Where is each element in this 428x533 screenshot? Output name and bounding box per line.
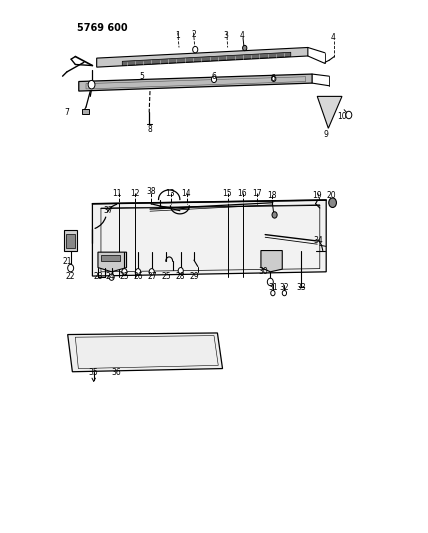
Text: 28: 28 xyxy=(176,272,185,280)
Text: 10: 10 xyxy=(337,112,347,121)
Text: 17: 17 xyxy=(252,189,262,198)
Text: 5: 5 xyxy=(139,72,144,81)
Polygon shape xyxy=(97,47,308,67)
Text: 6: 6 xyxy=(270,74,275,83)
Circle shape xyxy=(109,274,114,280)
Text: 5769 600: 5769 600 xyxy=(77,23,128,33)
Text: 25: 25 xyxy=(119,272,129,280)
Text: 37: 37 xyxy=(103,206,113,215)
Circle shape xyxy=(88,80,95,89)
Circle shape xyxy=(243,45,247,51)
Text: 19: 19 xyxy=(312,191,322,200)
Text: 18: 18 xyxy=(267,191,276,200)
Text: 36: 36 xyxy=(112,368,122,377)
Text: 11: 11 xyxy=(112,189,122,198)
Text: 24: 24 xyxy=(106,272,116,280)
Text: 12: 12 xyxy=(131,189,140,198)
Circle shape xyxy=(271,290,275,296)
Text: 33: 33 xyxy=(297,283,306,292)
Circle shape xyxy=(68,264,74,272)
Text: 35: 35 xyxy=(89,368,98,377)
Polygon shape xyxy=(317,96,342,128)
Text: 34: 34 xyxy=(314,237,324,246)
Circle shape xyxy=(282,290,286,296)
Circle shape xyxy=(193,46,198,53)
Text: 29: 29 xyxy=(189,272,199,280)
Circle shape xyxy=(122,269,127,275)
Polygon shape xyxy=(261,251,282,272)
Circle shape xyxy=(329,198,336,207)
Bar xyxy=(64,230,77,251)
Text: 27: 27 xyxy=(147,272,157,280)
Bar xyxy=(82,109,89,115)
Polygon shape xyxy=(68,333,223,372)
Polygon shape xyxy=(79,74,312,91)
Polygon shape xyxy=(98,252,127,272)
Circle shape xyxy=(268,278,273,286)
Text: 4: 4 xyxy=(240,31,244,40)
Text: 25: 25 xyxy=(161,272,171,280)
Text: 32: 32 xyxy=(279,283,289,292)
Circle shape xyxy=(178,268,183,274)
Text: 31: 31 xyxy=(268,283,278,292)
Circle shape xyxy=(136,269,141,275)
Text: 7: 7 xyxy=(64,108,69,117)
Text: 1: 1 xyxy=(175,31,180,40)
Circle shape xyxy=(272,212,277,218)
Text: 26: 26 xyxy=(134,272,143,280)
Bar xyxy=(101,255,120,261)
Text: 13: 13 xyxy=(166,189,175,198)
Polygon shape xyxy=(122,52,291,66)
Text: 38: 38 xyxy=(146,187,156,196)
Circle shape xyxy=(211,76,217,83)
Circle shape xyxy=(272,76,276,82)
Text: 6: 6 xyxy=(211,72,217,81)
Text: 14: 14 xyxy=(181,189,191,198)
Text: 23: 23 xyxy=(93,272,103,280)
Text: 9: 9 xyxy=(323,130,328,139)
Text: 22: 22 xyxy=(65,272,74,280)
Text: 16: 16 xyxy=(237,189,247,198)
Text: 20: 20 xyxy=(327,191,336,200)
Bar xyxy=(66,233,75,248)
Polygon shape xyxy=(92,200,326,276)
Text: 30: 30 xyxy=(258,268,268,276)
Text: 8: 8 xyxy=(148,125,152,134)
Text: 2: 2 xyxy=(191,30,196,39)
Text: 15: 15 xyxy=(222,189,232,198)
Text: 4: 4 xyxy=(331,34,336,43)
Text: 21: 21 xyxy=(62,257,71,265)
Text: 3: 3 xyxy=(223,31,229,40)
Circle shape xyxy=(346,111,352,119)
Circle shape xyxy=(149,269,154,275)
